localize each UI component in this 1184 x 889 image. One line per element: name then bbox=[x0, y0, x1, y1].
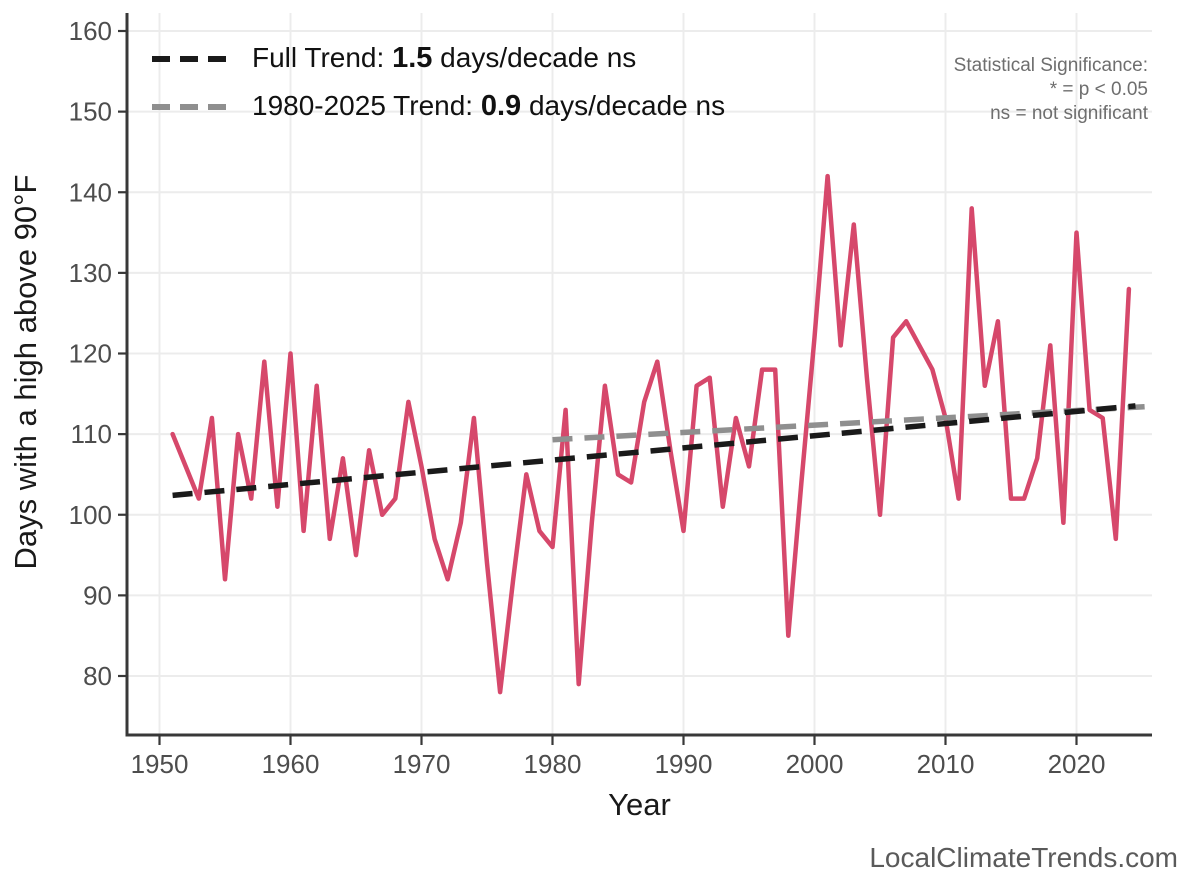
legend-recent-suffix: days/decade ns bbox=[521, 90, 726, 121]
significance-note-line2: * = p < 0.05 bbox=[1049, 79, 1148, 100]
legend-recent-prefix: 1980-2025 Trend: bbox=[252, 90, 481, 121]
gray-dashed-line-icon bbox=[152, 103, 226, 110]
x-tick-label: 1970 bbox=[393, 749, 451, 779]
significance-note-line3: ns = not significant bbox=[990, 103, 1148, 124]
legend-label-full-trend: Full Trend: 1.5 days/decade ns bbox=[252, 42, 636, 75]
trend-legend: Full Trend: 1.5 days/decade ns 1980-2025… bbox=[152, 42, 725, 123]
y-axis-title: Days with a high above 90°F bbox=[8, 175, 43, 570]
legend-item-recent-trend: 1980-2025 Trend: 0.9 days/decade ns bbox=[152, 90, 725, 123]
x-tick-label: 2000 bbox=[786, 749, 844, 779]
legend-full-prefix: Full Trend: bbox=[252, 42, 393, 73]
legend-full-value: 1.5 bbox=[392, 42, 433, 74]
x-tick-label: 1990 bbox=[655, 749, 713, 779]
y-tick-label: 80 bbox=[83, 661, 112, 691]
y-tick-label: 130 bbox=[69, 258, 112, 288]
x-tick-label: 2020 bbox=[1048, 749, 1106, 779]
y-tick-label: 110 bbox=[71, 419, 112, 449]
legend-item-full-trend: Full Trend: 1.5 days/decade ns bbox=[152, 42, 725, 75]
y-tick-label: 120 bbox=[69, 339, 112, 369]
legend-recent-value: 0.9 bbox=[480, 90, 522, 122]
y-tick-label: 150 bbox=[69, 97, 112, 127]
y-tick-label: 140 bbox=[69, 177, 112, 207]
x-tick-label: 2010 bbox=[917, 749, 975, 779]
y-tick-label: 100 bbox=[69, 500, 112, 530]
data-series-line bbox=[170, 173, 1132, 695]
x-tick-label: 1950 bbox=[131, 749, 189, 779]
x-tick-label: 1960 bbox=[262, 749, 320, 779]
y-tick-label: 90 bbox=[83, 580, 112, 610]
black-dashed-line-icon bbox=[152, 55, 226, 62]
legend-label-recent-trend: 1980-2025 Trend: 0.9 days/decade ns bbox=[252, 90, 725, 123]
x-axis-title: Year bbox=[608, 787, 671, 822]
significance-note: Statistical Significance: * = p < 0.05 n… bbox=[954, 54, 1148, 126]
full-trend-line bbox=[172, 403, 1136, 499]
y-tick-label: 160 bbox=[69, 16, 112, 46]
site-watermark: LocalClimateTrends.com bbox=[869, 842, 1178, 873]
significance-note-line1: Statistical Significance: bbox=[953, 55, 1148, 76]
legend-full-suffix: days/decade ns bbox=[432, 42, 637, 73]
x-tick-label: 1980 bbox=[524, 749, 582, 779]
